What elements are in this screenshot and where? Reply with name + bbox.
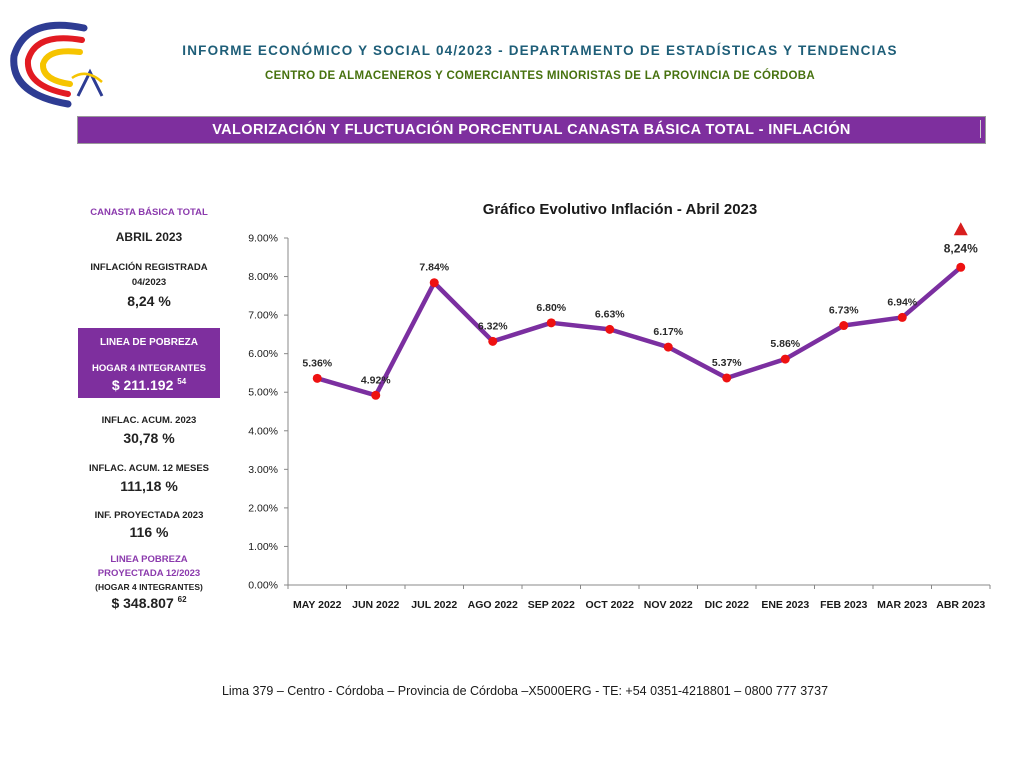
data-point [663, 342, 673, 352]
y-tick-label: 5.00% [248, 387, 278, 399]
data-point [371, 390, 381, 400]
section-banner: VALORIZACIÓN Y FLUCTUACIÓN PORCENTUAL CA… [77, 116, 986, 144]
y-tick-label: 0.00% [248, 580, 278, 592]
y-tick-label: 7.00% [248, 310, 278, 322]
y-tick-label: 3.00% [248, 464, 278, 476]
x-tick-label: ABR 2023 [936, 599, 985, 611]
footer-address: Lima 379 – Centro - Córdoba – Provincia … [221, 684, 829, 698]
data-point [429, 278, 439, 288]
data-label: 5.86% [770, 338, 800, 350]
poverty-value: $ 211.192 [111, 377, 174, 393]
x-tick-label: ENE 2023 [761, 599, 809, 611]
projected-poverty-cents: 62 [177, 595, 187, 604]
up-arrow-icon [953, 222, 968, 236]
inflation-label: INFLACIÓN REGISTRADA [90, 262, 208, 273]
y-tick-label: 2.00% [248, 502, 278, 514]
x-tick-label: SEP 2022 [528, 599, 575, 611]
data-point [780, 354, 790, 364]
chart-title: Gráfico Evolutivo Inflación - Abril 2023 [482, 201, 758, 218]
x-tick-label: DIC 2022 [705, 599, 750, 611]
data-point [546, 318, 556, 328]
data-label: 6.94% [887, 296, 917, 308]
data-point [956, 262, 966, 272]
data-point [897, 312, 907, 322]
poverty-cents: 54 [177, 377, 187, 386]
cbt-label: CANASTA BÁSICA TOTAL [90, 207, 208, 218]
data-label: 6.32% [478, 320, 508, 332]
inflation-value: 8,24 % [127, 293, 171, 309]
poverty-amount: $ 211.192 54 [78, 377, 220, 393]
banner-text: VALORIZACIÓN Y FLUCTUACIÓN PORCENTUAL CA… [212, 122, 851, 138]
poverty-household: HOGAR 4 INTEGRANTES [91, 363, 206, 374]
data-label: 5.37% [712, 357, 742, 369]
acum-2023-label: INFLAC. ACUM. 2023 [101, 415, 197, 426]
y-tick-label: 6.00% [248, 348, 278, 360]
acum-12-label: INFLAC. ACUM. 12 MESES [89, 463, 209, 474]
data-label: 6.63% [595, 308, 625, 320]
projected-poverty-amount: $ 348.807 62 [78, 595, 220, 611]
x-tick-label: NOV 2022 [644, 599, 693, 611]
cacm-logo [10, 21, 104, 108]
data-point [312, 373, 322, 383]
data-label: 7.84% [419, 262, 449, 274]
y-tick-label: 4.00% [248, 425, 278, 437]
data-point [722, 373, 732, 383]
y-tick-label: 9.00% [248, 233, 278, 245]
poverty-line-box: LINEA DE POBREZA HOGAR 4 INTEGRANTES $ 2… [78, 328, 220, 398]
banner-divider [980, 120, 981, 138]
month-label: ABRIL 2023 [115, 230, 183, 244]
report-subtitle: CENTRO DE ALMACENEROS Y COMERCIANTES MIN… [265, 70, 815, 82]
projected-poverty-label: LINEA POBREZA [110, 554, 188, 565]
data-point [839, 321, 849, 331]
x-tick-label: MAY 2022 [293, 599, 342, 611]
y-tick-label: 8.00% [248, 271, 278, 283]
x-tick-label: OCT 2022 [586, 599, 635, 611]
inflation-series-line [315, 265, 963, 398]
x-tick-label: JUN 2022 [352, 599, 399, 611]
data-label: 4.92% [361, 374, 391, 386]
report-title: INFORME ECONÓMICO Y SOCIAL 04/2023 - DEP… [182, 43, 898, 58]
x-tick-label: MAR 2023 [877, 599, 927, 611]
data-label: 6.80% [536, 302, 566, 314]
x-tick-label: FEB 2023 [820, 599, 867, 611]
data-label: 6.73% [829, 305, 859, 317]
acum-12-value: 111,18 % [120, 478, 178, 494]
data-label: 5.36% [302, 357, 332, 369]
data-label: 8,24% [944, 241, 978, 255]
x-tick-label: AGO 2022 [468, 599, 518, 611]
projected-poverty-value: $ 348.807 [111, 595, 174, 611]
inflation-period: 04/2023 [131, 277, 167, 288]
data-label: 6.17% [653, 326, 683, 338]
data-point [605, 324, 615, 334]
x-tick-label: JUL 2022 [411, 599, 457, 611]
projected-poverty-period: PROYECTADA 12/2023 [97, 568, 201, 579]
projected-poverty-household: (HOGAR 4 INTEGRANTES) [95, 582, 203, 592]
projected-inflation-value: 116 % [129, 524, 169, 540]
poverty-title: LINEA DE POBREZA [100, 337, 198, 348]
acum-2023-value: 30,78 % [123, 430, 175, 446]
y-tick-label: 1.00% [248, 541, 278, 553]
projected-inflation-label: INF. PROYECTADA 2023 [94, 510, 204, 521]
data-point [488, 336, 498, 346]
